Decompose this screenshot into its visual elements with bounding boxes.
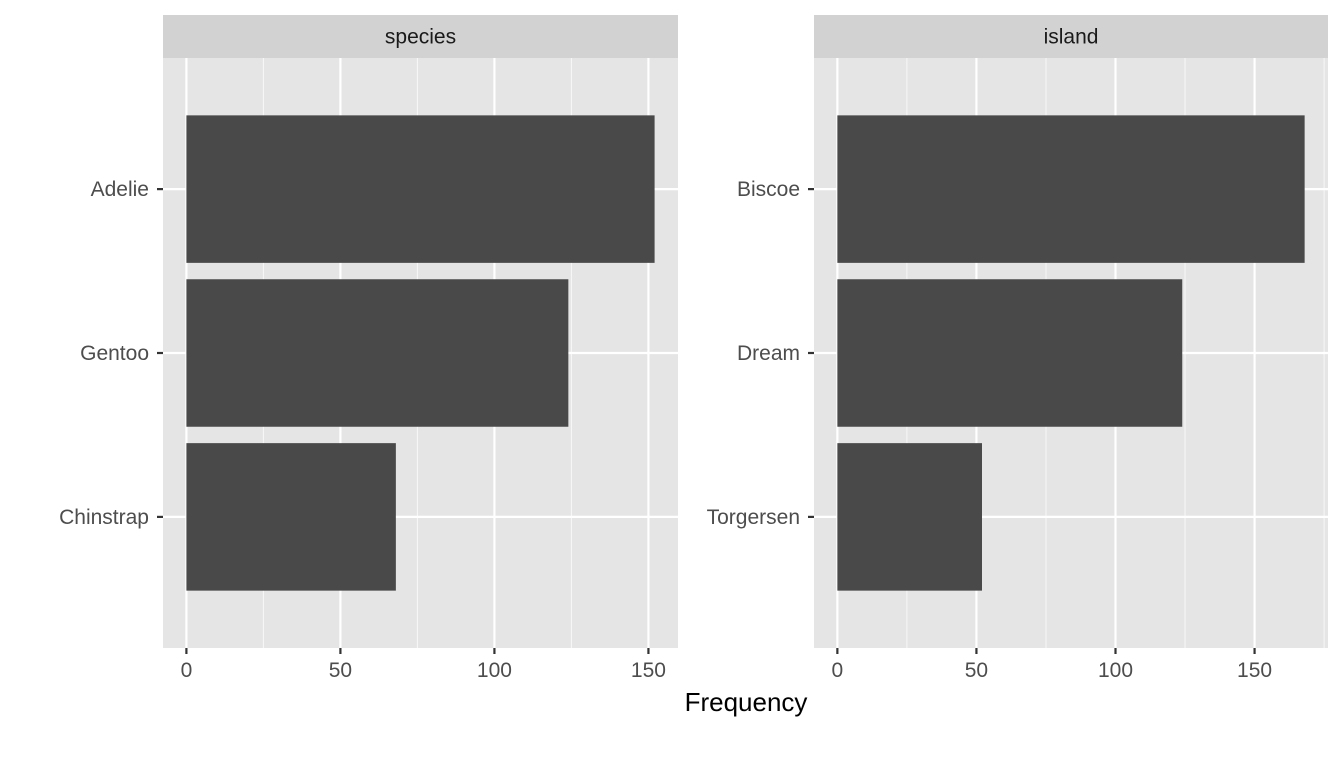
bar-Adelie <box>186 115 655 263</box>
y-tick-label: Biscoe <box>737 178 800 201</box>
x-tick-label: 50 <box>965 659 988 682</box>
y-tick-label: Torgersen <box>707 506 800 529</box>
bar-Chinstrap <box>186 443 396 591</box>
strip-background <box>814 15 1328 58</box>
strip-label: species <box>385 26 456 49</box>
strip-background <box>163 15 678 58</box>
bar-Dream <box>837 279 1183 427</box>
x-tick-label: 50 <box>329 659 352 682</box>
bar-Gentoo <box>186 279 569 427</box>
bar-Torgersen <box>837 443 982 591</box>
strip-label: island <box>1044 26 1099 49</box>
y-tick-label: Adelie <box>91 178 149 201</box>
x-tick-label: 0 <box>181 659 193 682</box>
x-tick-label: 150 <box>1237 659 1272 682</box>
bar-Biscoe <box>837 115 1305 263</box>
y-tick-label: Gentoo <box>80 342 149 365</box>
x-tick-label: 100 <box>477 659 512 682</box>
x-tick-label: 100 <box>1098 659 1133 682</box>
facet-panel-species: species Adelie Gentoo Chinstrap 0 50 100 150 <box>59 15 678 682</box>
facet-panel-island: island Biscoe Dream Torgersen 0 50 100 150 <box>707 15 1328 682</box>
x-tick-label: 0 <box>832 659 844 682</box>
y-tick-label: Chinstrap <box>59 506 149 529</box>
y-tick-label: Dream <box>737 342 800 365</box>
x-tick-label: 150 <box>631 659 666 682</box>
x-axis-title: Frequency <box>685 687 808 717</box>
